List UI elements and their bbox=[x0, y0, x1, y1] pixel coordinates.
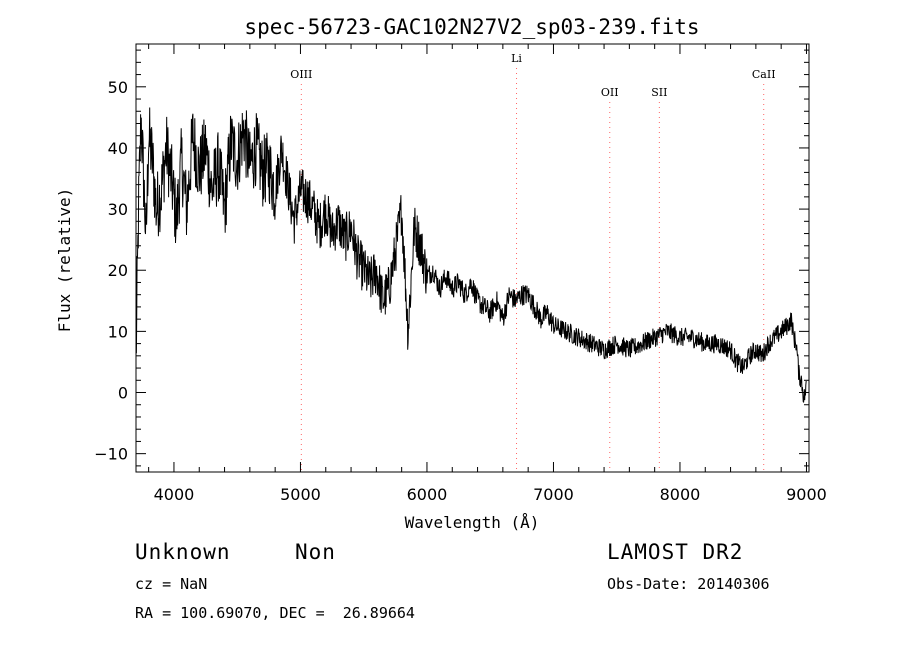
obs-date-label: Obs-Date: 20140306 bbox=[607, 575, 770, 593]
y-tick-label: 10 bbox=[108, 322, 128, 341]
axes: 4000 5000 6000 7000 8000 9000 −10 0 10 20 30 40 50 bbox=[94, 44, 827, 504]
y-tick-label: 40 bbox=[108, 139, 128, 158]
spectral-line-label: OIII bbox=[290, 68, 312, 81]
plot-frame bbox=[135, 43, 810, 473]
chart-title: spec-56723-GAC102N27V2_sp03-239.fits bbox=[244, 15, 699, 39]
spectral-line-label: Li bbox=[511, 52, 522, 65]
spectral-line-label: OII bbox=[601, 86, 619, 99]
x-axis-label: Wavelength (Å) bbox=[405, 513, 540, 532]
x-tick-label: 9000 bbox=[786, 485, 827, 504]
spectrum-series-line bbox=[135, 107, 807, 403]
y-tick-label: 20 bbox=[108, 261, 128, 280]
x-tick-label: 6000 bbox=[407, 485, 448, 504]
x-tick-label: 4000 bbox=[154, 485, 195, 504]
x-tick-label: 5000 bbox=[280, 485, 321, 504]
y-tick-label: −10 bbox=[94, 445, 128, 464]
y-tick-label: 50 bbox=[108, 78, 128, 97]
x-tick-label: 8000 bbox=[660, 485, 701, 504]
cz-label: cz = NaN bbox=[135, 575, 208, 593]
y-axis-label: Flux (relative) bbox=[55, 188, 74, 333]
class-label: Unknown bbox=[135, 540, 231, 564]
subclass-label: Non bbox=[295, 540, 336, 564]
spectral-line-markers: OIII Li OII SII CaII bbox=[290, 52, 776, 472]
y-tick-label: 0 bbox=[118, 384, 128, 403]
survey-label: LAMOST DR2 bbox=[607, 540, 744, 564]
y-tick-label: 30 bbox=[108, 200, 128, 219]
radec-label: RA = 100.69070, DEC = 26.89664 bbox=[135, 604, 415, 622]
spectral-line-label: CaII bbox=[752, 68, 776, 81]
x-tick-label: 7000 bbox=[533, 485, 574, 504]
spectral-line-label: SII bbox=[651, 86, 667, 99]
